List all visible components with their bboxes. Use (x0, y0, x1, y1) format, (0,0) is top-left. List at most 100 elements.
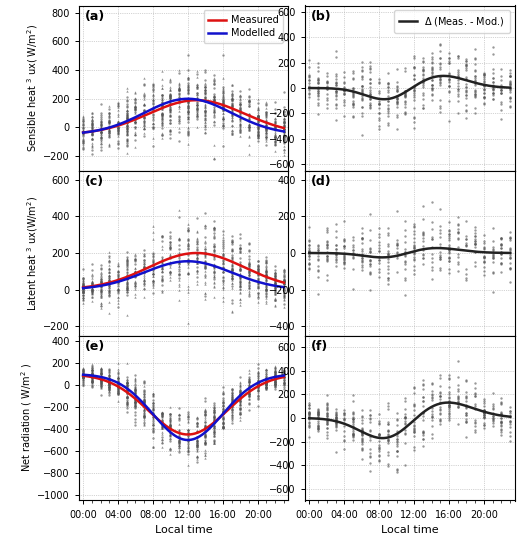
Point (218, 109, 227, 118)
Point (218, 282, 227, 291)
Point (88, 377, 96, 386)
Point (218, 296, 227, 305)
Point (254, 256, 262, 265)
Point (340, 85, 349, 94)
Point (245, 378, 253, 387)
Point (192, 93, 201, 102)
Point (236, 282, 245, 290)
Point (175, 96, 183, 104)
Point (149, 94, 157, 103)
Point (384, 274, 392, 283)
Point (149, 270, 157, 278)
Point (227, 273, 236, 282)
Point (166, 127, 175, 136)
Point (97, 286, 105, 295)
Point (506, 66, 514, 75)
Point (97, 376, 105, 384)
Point (201, 410, 209, 419)
Point (410, 86, 418, 95)
Point (480, 81, 488, 90)
Point (140, 101, 149, 110)
Point (88, 297, 96, 306)
Point (149, 111, 157, 119)
Point (331, 419, 340, 428)
Point (245, 260, 253, 269)
Point (271, 373, 279, 382)
Point (88, 125, 96, 134)
Point (375, 100, 383, 108)
Point (149, 277, 157, 285)
Point (410, 402, 418, 410)
Point (149, 423, 157, 432)
Point (280, 125, 288, 134)
Point (506, 88, 514, 97)
Point (245, 268, 253, 277)
Point (218, 410, 227, 419)
Point (236, 95, 245, 103)
Point (210, 103, 218, 112)
Point (305, 75, 313, 84)
Point (114, 260, 122, 269)
Point (122, 393, 131, 402)
Point (245, 260, 253, 269)
Point (480, 80, 488, 89)
Point (271, 278, 279, 287)
Point (131, 383, 140, 392)
Point (201, 397, 209, 406)
Point (401, 248, 410, 257)
Point (97, 375, 105, 384)
Point (254, 288, 262, 297)
Point (454, 235, 462, 244)
Point (210, 407, 218, 416)
Point (384, 274, 392, 283)
Point (201, 436, 209, 445)
Point (445, 74, 453, 83)
Point (158, 438, 166, 447)
Point (88, 118, 96, 127)
Point (245, 111, 253, 120)
Point (166, 95, 175, 103)
Point (201, 424, 209, 433)
Point (114, 373, 122, 382)
Point (358, 254, 366, 262)
Point (445, 248, 453, 256)
Point (271, 133, 279, 142)
Point (140, 250, 149, 259)
Point (105, 112, 113, 121)
Point (122, 378, 131, 387)
Point (218, 249, 227, 257)
Point (280, 372, 288, 381)
Point (254, 368, 262, 377)
Point (314, 427, 322, 436)
Point (79, 287, 87, 296)
Point (201, 247, 209, 256)
Point (158, 287, 166, 296)
Point (366, 90, 375, 98)
Point (218, 397, 227, 406)
Point (114, 119, 122, 128)
Point (201, 406, 209, 415)
Point (305, 85, 313, 94)
Point (271, 271, 279, 280)
Point (280, 131, 288, 140)
Point (166, 126, 175, 135)
Point (218, 285, 227, 294)
Point (122, 110, 131, 119)
Point (158, 418, 166, 427)
Point (254, 383, 262, 392)
Point (166, 98, 175, 107)
Point (280, 299, 288, 308)
Point (271, 375, 279, 383)
Point (254, 278, 262, 287)
Point (218, 293, 227, 302)
Point (280, 138, 288, 147)
Point (192, 443, 201, 452)
Point (122, 263, 131, 272)
Point (175, 85, 183, 94)
Point (140, 395, 149, 404)
Point (97, 275, 105, 284)
Point (445, 249, 453, 257)
Point (166, 239, 175, 248)
Point (175, 264, 183, 273)
Point (280, 286, 288, 295)
